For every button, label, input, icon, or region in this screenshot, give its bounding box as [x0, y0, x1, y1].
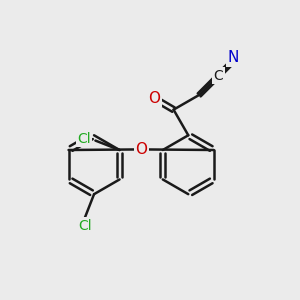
Text: C: C [213, 69, 223, 83]
Text: N: N [227, 50, 239, 65]
Text: Cl: Cl [78, 219, 92, 233]
Text: O: O [148, 91, 160, 106]
Text: O: O [135, 142, 147, 157]
Text: Cl: Cl [77, 132, 91, 146]
